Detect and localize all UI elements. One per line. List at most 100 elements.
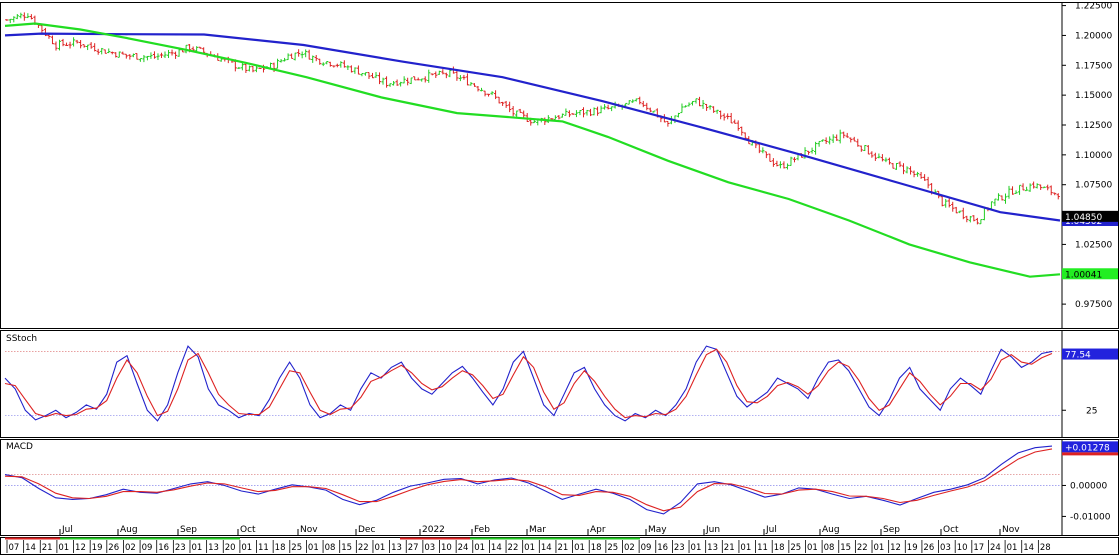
- date-label: 10: [441, 543, 452, 553]
- last-price-value-box: [1062, 210, 1118, 222]
- last-price-value-label: 1.04850: [1065, 213, 1102, 223]
- date-label: 21: [557, 543, 568, 553]
- date-label: 24: [458, 543, 469, 553]
- month-label: Jun: [705, 525, 720, 535]
- date-label: 20: [225, 543, 236, 553]
- date-label: 12: [75, 543, 86, 553]
- macd-y-tick-label: -0.01000: [1070, 512, 1111, 522]
- stochastic-title: SStoch: [6, 334, 37, 344]
- price-y-tick-label: 1.07500: [1075, 181, 1112, 191]
- month-label: Nov: [300, 525, 318, 535]
- macd-title: MACD: [6, 442, 33, 452]
- month-label: 2022: [422, 525, 445, 535]
- date-label: 03: [424, 543, 435, 553]
- stochastic-panel: 25 SStoch 77.54: [0, 330, 1119, 438]
- month-label: Sep: [883, 525, 900, 535]
- date-label: 09: [641, 543, 652, 553]
- date-label: 07: [9, 543, 20, 553]
- date-label: 22: [358, 543, 369, 553]
- date-label: 15: [840, 543, 851, 553]
- date-label: 01: [1007, 543, 1018, 553]
- date-label: 08: [824, 543, 835, 553]
- date-label: 21: [724, 543, 735, 553]
- date-label: 14: [491, 543, 502, 553]
- date-label: 28: [1040, 543, 1051, 553]
- date-label: 19: [92, 543, 103, 553]
- date-label: 01: [740, 543, 751, 553]
- date-label: 27: [408, 543, 419, 553]
- date-label: 01: [474, 543, 485, 553]
- date-label: 25: [790, 543, 801, 553]
- macd-value-label: +0.01278: [1065, 443, 1110, 453]
- date-label: 13: [391, 543, 402, 553]
- date-label: 15: [341, 543, 352, 553]
- macd-panel: 0.00000 -0.01000 MACD +0.01278 Jul Aug Sep Oct N…: [0, 439, 1119, 536]
- date-label: 22: [857, 543, 868, 553]
- stochastic-panel-frame: [0, 330, 1119, 438]
- date-label: 11: [258, 543, 269, 553]
- ma-fast-value-label: 1.00041: [1065, 270, 1102, 280]
- date-label: 01: [374, 543, 385, 553]
- month-label: Nov: [1002, 525, 1020, 535]
- month-label: Sep: [180, 525, 197, 535]
- price-y-tick-label: 1.22500: [1075, 2, 1112, 12]
- month-label: Jul: [61, 525, 73, 535]
- date-label: 22: [508, 543, 519, 553]
- date-label: 01: [241, 543, 252, 553]
- date-label: 01: [191, 543, 202, 553]
- date-label: 01: [524, 543, 535, 553]
- stoch-line-1: [4, 345, 1053, 422]
- date-axis: 07 14 21 01 12 19 26 02 09 16 23 01 13 20 01 11 18 25 01 08…: [0, 537, 1119, 555]
- date-label: 08: [325, 543, 336, 553]
- date-label: 14: [541, 543, 552, 553]
- month-label: Dec: [358, 525, 375, 535]
- month-label: Oct: [943, 525, 959, 535]
- month-label: Aug: [120, 525, 138, 535]
- date-label: 14: [25, 543, 36, 553]
- month-label: Feb: [474, 525, 490, 535]
- price-y-tick-label: 1.12500: [1075, 121, 1112, 131]
- date-label: 19: [907, 543, 918, 553]
- date-label: 17: [973, 543, 984, 553]
- month-label: Aug: [822, 525, 840, 535]
- date-label: 01: [574, 543, 585, 553]
- macd-signal-marker: [1062, 452, 1118, 456]
- date-label: 03: [940, 543, 951, 553]
- date-label: 24: [990, 543, 1001, 553]
- date-label: 26: [108, 543, 119, 553]
- macd-value-box: [1062, 441, 1118, 453]
- price-panel: 0.975001.000001.025001.050001.075001.100…: [0, 2, 1119, 329]
- ma-slow-value-label: 1.04502: [1065, 217, 1102, 227]
- date-label: 16: [158, 543, 169, 553]
- month-label: May: [648, 525, 667, 535]
- price-y-tick-label: 1.10000: [1075, 151, 1112, 161]
- date-label: 11: [757, 543, 768, 553]
- ma-fast-value-box: [1062, 268, 1118, 280]
- date-label: 26: [923, 543, 934, 553]
- price-panel-frame: [0, 2, 1119, 329]
- stoch-value-label: 77.54: [1065, 351, 1091, 361]
- date-label: 13: [208, 543, 219, 553]
- month-label: Jul: [765, 525, 777, 535]
- date-label: 25: [291, 543, 302, 553]
- month-label: Oct: [240, 525, 256, 535]
- date-label: 10: [957, 543, 968, 553]
- date-label: 18: [275, 543, 286, 553]
- moving-average-line-1: [4, 32, 1061, 222]
- date-label: 02: [624, 543, 635, 553]
- macd-y-tick-label: 0.00000: [1070, 481, 1107, 491]
- month-label: Mar: [529, 525, 546, 535]
- date-label: 21: [42, 543, 53, 553]
- date-label: 16: [657, 543, 668, 553]
- date-label: 01: [58, 543, 69, 553]
- date-label: 18: [774, 543, 785, 553]
- date-label: 12: [890, 543, 901, 553]
- moving-average-line-2: [4, 22, 1061, 278]
- stoch-value-box: [1062, 348, 1118, 360]
- date-label: 13: [707, 543, 718, 553]
- month-label: Apr: [590, 525, 606, 535]
- date-label: 02: [125, 543, 136, 553]
- date-label: 01: [308, 543, 319, 553]
- stoch-line-2: [4, 348, 1053, 419]
